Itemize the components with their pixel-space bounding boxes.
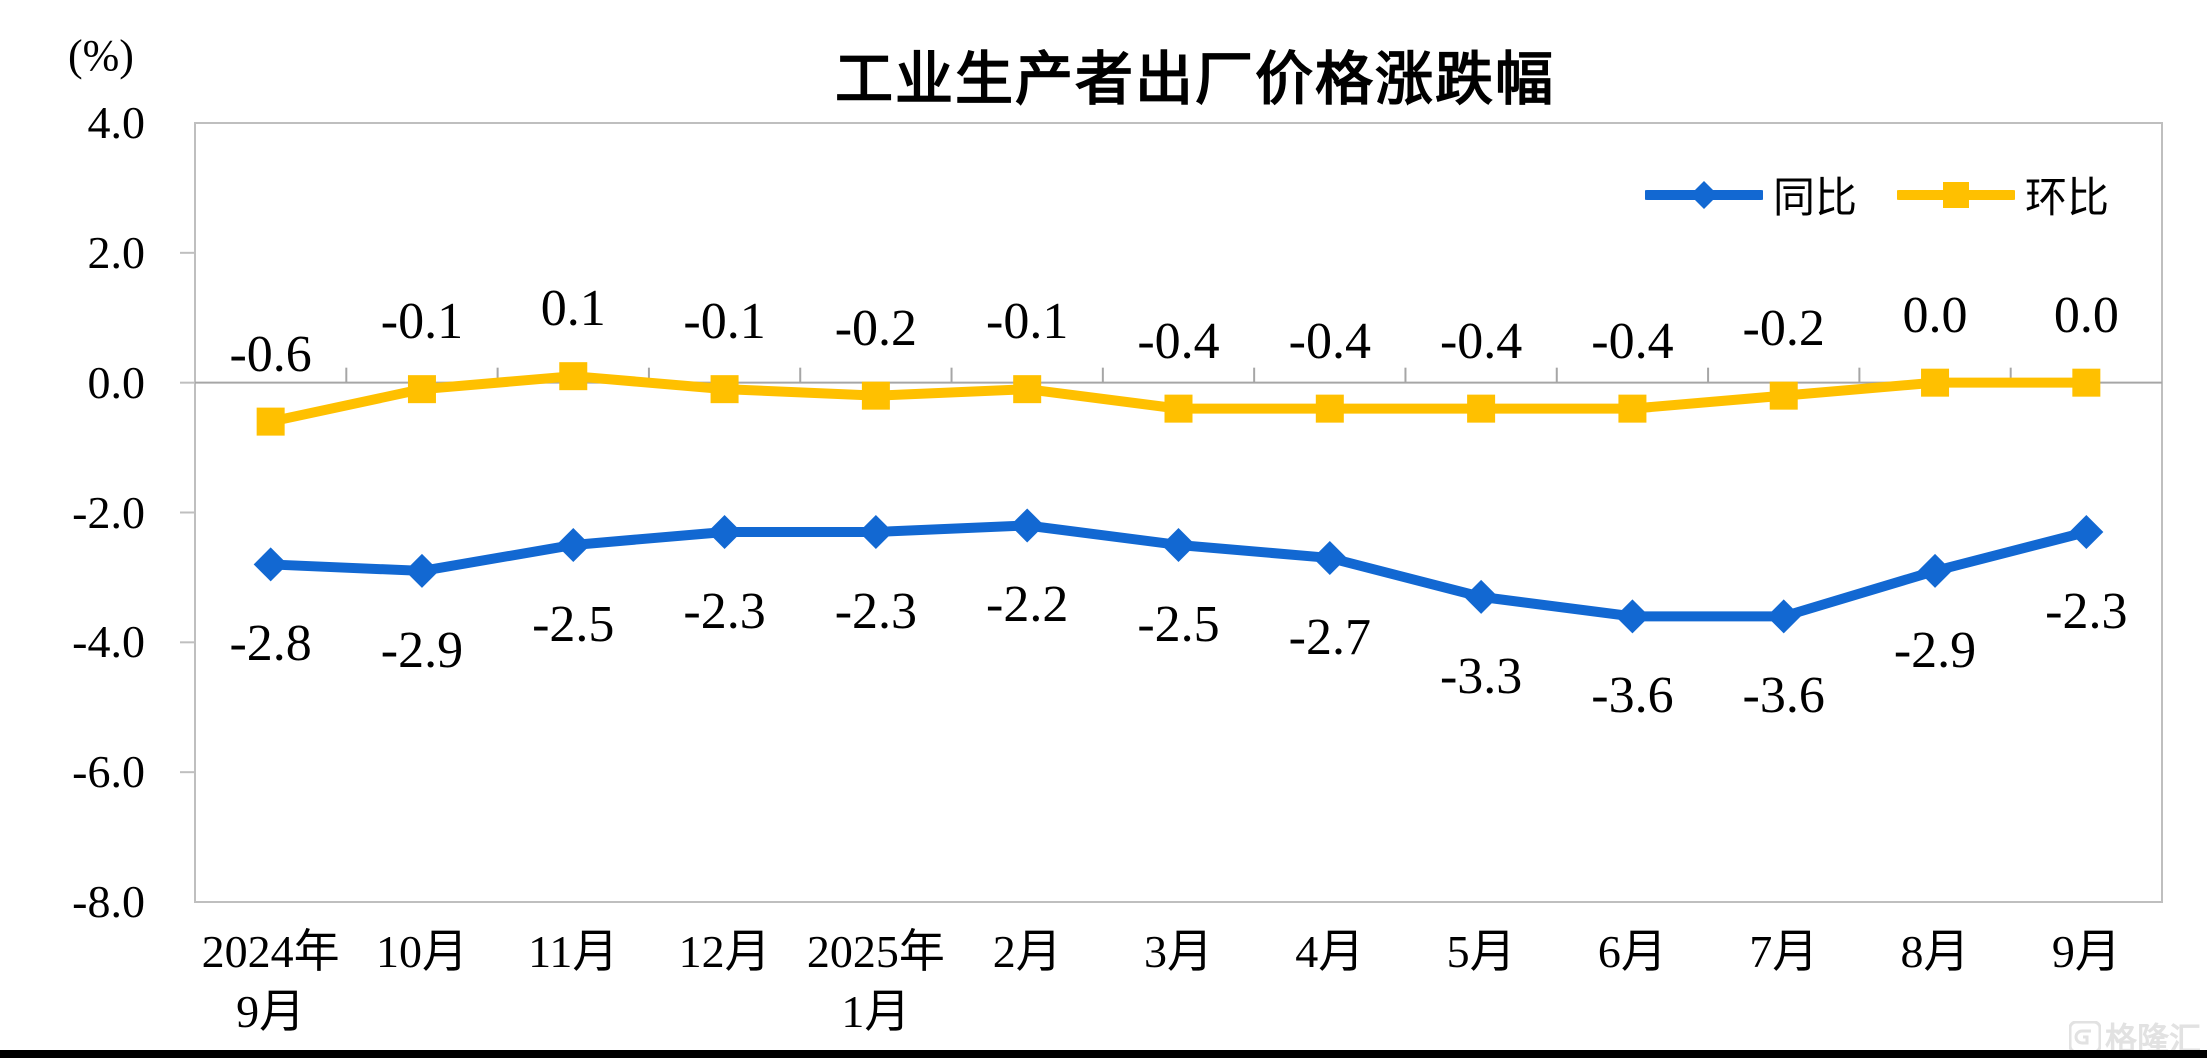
- gelonghui-logo-icon: [2068, 1021, 2101, 1053]
- data-label: -2.9: [380, 621, 464, 679]
- y-axis-label: -2.0: [72, 486, 145, 538]
- data-label: -2.3: [2045, 582, 2128, 640]
- data-label: -0.2: [834, 299, 918, 357]
- square-marker: [861, 381, 890, 410]
- data-label: -0.1: [683, 293, 766, 351]
- diamond-marker: [2069, 514, 2104, 549]
- data-label: -0.4: [1591, 312, 1674, 370]
- legend-line-diamond-icon: [1645, 180, 1763, 209]
- data-label: -3.3: [1439, 647, 1523, 705]
- legend-label-mom: 环比: [2025, 176, 2110, 222]
- diamond-marker: [253, 547, 288, 582]
- x-axis-label: 2025年 1月: [806, 926, 945, 1037]
- diamond-marker: [1766, 599, 1801, 634]
- data-label: -0.4: [1137, 312, 1220, 370]
- square-marker: [1315, 394, 1344, 423]
- data-label: -0.6: [229, 325, 312, 383]
- diamond-marker: [858, 514, 893, 549]
- y-axis-label: -8.0: [72, 876, 145, 927]
- legend-item-yoy: 同比: [1645, 164, 1857, 225]
- data-label: -0.4: [1288, 312, 1371, 370]
- data-label: -0.2: [1742, 299, 1825, 357]
- square-marker: [710, 375, 739, 404]
- square-marker: [559, 362, 588, 391]
- data-label: -2.9: [1893, 621, 1977, 679]
- diamond-marker: [1464, 579, 1499, 614]
- data-label: -2.2: [986, 576, 1069, 634]
- diamond-marker: [1312, 540, 1347, 575]
- legend-item-mom: 环比: [1897, 164, 2109, 225]
- y-axis-label: -6.0: [72, 746, 145, 798]
- square-marker: [1618, 394, 1647, 423]
- square-marker: [1467, 394, 1496, 423]
- x-axis-label: 10月: [375, 926, 468, 977]
- data-label: -2.3: [683, 582, 766, 640]
- diamond-marker: [556, 527, 591, 562]
- data-label: -2.5: [532, 595, 615, 653]
- x-axis-label: 5月: [1446, 926, 1516, 977]
- page-title: 工业生产者出厂价格涨跌幅: [834, 47, 1556, 112]
- diamond-marker: [1615, 599, 1650, 634]
- x-axis-label: 8月: [1900, 926, 1970, 977]
- y-axis-unit-label: (%): [68, 31, 134, 80]
- data-label: -2.8: [229, 615, 312, 673]
- x-axis-label: 7月: [1749, 926, 1819, 977]
- data-label: -2.7: [1288, 608, 1371, 666]
- data-label: -2.3: [834, 582, 918, 640]
- legend-label-yoy: 同比: [1773, 176, 1858, 222]
- y-axis-label: 2.0: [87, 226, 146, 278]
- legend-line-square-icon: [1897, 181, 2016, 208]
- data-label: -0.1: [380, 293, 464, 351]
- x-axis-label: 11月: [528, 926, 619, 977]
- square-marker: [2072, 368, 2101, 397]
- diamond-marker: [404, 553, 439, 588]
- data-label: -0.4: [1439, 312, 1523, 370]
- diamond-marker: [1918, 553, 1953, 588]
- data-label: -3.6: [1742, 667, 1825, 725]
- square-marker: [1769, 381, 1798, 410]
- x-axis-label: 2024年 9月: [201, 926, 340, 1037]
- data-label: 0.0: [2053, 286, 2119, 344]
- x-axis-label: 12月: [678, 926, 771, 977]
- diamond-marker: [1010, 508, 1045, 543]
- x-axis-label: 6月: [1597, 926, 1667, 977]
- y-axis-label: 0.0: [87, 356, 146, 408]
- plot-border: [194, 122, 2163, 903]
- square-marker: [1164, 394, 1193, 423]
- data-label: 0.1: [540, 280, 606, 338]
- square-marker: [1013, 375, 1042, 404]
- data-label: -2.5: [1137, 595, 1220, 653]
- x-axis-label: 9月: [2051, 926, 2121, 977]
- y-axis-label: 4.0: [87, 97, 146, 148]
- square-marker: [1921, 368, 1950, 397]
- data-label: -3.6: [1591, 667, 1674, 725]
- x-axis-label: 2月: [992, 926, 1062, 977]
- data-label: 0.0: [1902, 286, 1968, 344]
- diamond-marker: [707, 514, 742, 549]
- y-axis-label: -4.0: [72, 616, 145, 668]
- legend: 同比 环比: [1645, 164, 2109, 225]
- data-label: -0.1: [986, 293, 1069, 351]
- square-marker: [256, 407, 285, 436]
- bottom-black-bar: [0, 1050, 2207, 1058]
- square-marker: [407, 375, 436, 404]
- diamond-marker: [1161, 527, 1196, 562]
- x-axis-label: 4月: [1295, 926, 1365, 977]
- x-axis-label: 3月: [1144, 926, 1213, 977]
